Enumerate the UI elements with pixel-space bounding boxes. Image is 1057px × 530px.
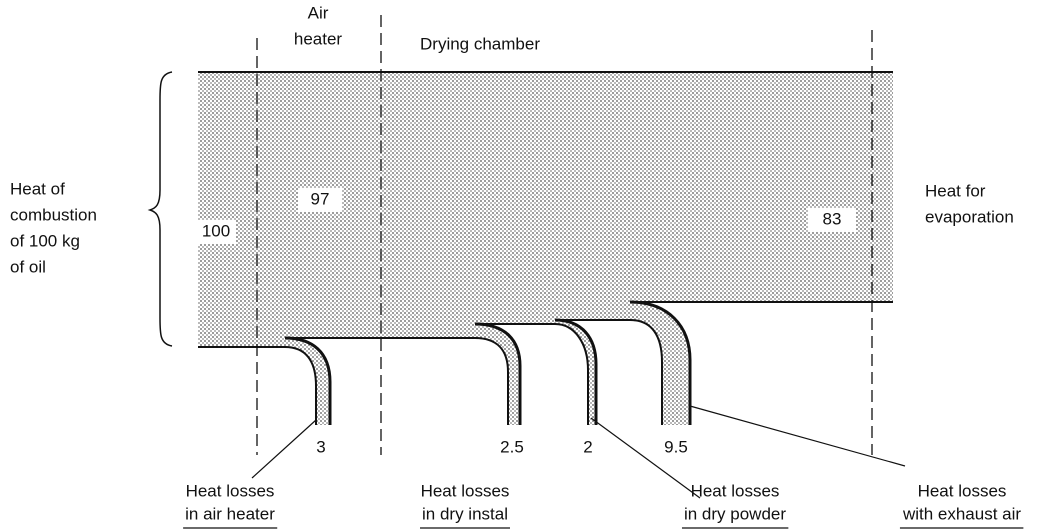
label-bg [808,208,856,232]
loss-stream [285,338,330,425]
column-title: heater [294,29,343,48]
loss-label: Heat losses [421,481,510,500]
loss-label: in dry powder [684,504,786,523]
input-label: Heat of [10,179,65,198]
flow-value: 100 [202,221,230,240]
flow-value: 97 [311,189,330,208]
label-bg [298,188,342,212]
leader-lines [251,405,906,499]
loss-value: 2.5 [500,437,524,456]
loss-stream [555,320,596,425]
flow-edges [198,71,893,425]
loss-label: Heat losses [918,481,1007,500]
column-title: Air [308,3,329,22]
flow-value: 83 [823,209,842,228]
loss-stream [630,302,690,425]
label-bg [196,220,236,244]
main-flow [198,72,893,347]
input-label: of oil [10,257,46,276]
loss-label: in dry instal [422,504,508,523]
loss-label: Heat losses [691,481,780,500]
input-label: of 100 kg [10,231,80,250]
brace [147,71,173,347]
loss-value: 3 [316,437,325,456]
output-label: evaporation [925,207,1014,226]
section-lines [256,15,873,455]
loss-label: with exhaust air [902,504,1021,523]
loss-label: Heat losses [186,481,275,500]
column-title: Drying chamber [420,34,540,53]
loss-label: in air heater [185,504,275,523]
input-label: combustion [10,205,97,224]
output-label: Heat for [925,181,986,200]
loss-value: 2 [583,437,592,456]
loss-value: 9.5 [664,437,688,456]
